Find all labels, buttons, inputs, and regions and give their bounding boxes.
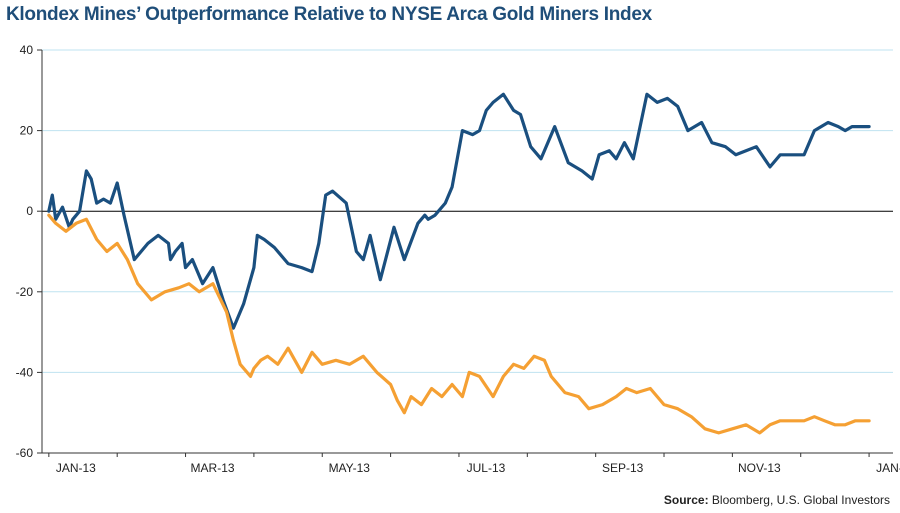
y-tick-label: -60: [16, 446, 34, 460]
x-tick-label: MAR-13: [191, 461, 235, 475]
x-tick-label: NOV-13: [738, 461, 781, 475]
source-label: Source:: [663, 493, 709, 507]
y-tick-label: 0: [26, 204, 33, 218]
y-tick-label: -40: [16, 365, 34, 379]
x-tick-label: SEP-13: [602, 461, 644, 475]
chart-title: Klondex Mines’ Outperformance Relative t…: [6, 4, 652, 25]
x-tick-label: JUL-13: [467, 461, 506, 475]
y-tick-label: -20: [16, 285, 34, 299]
series-lines: [47, 92, 871, 435]
x-tick-label: JAN-14: [876, 461, 900, 475]
source-note: Source: Bloomberg, U.S. Global Investors: [664, 493, 890, 507]
x-tick-label: MAY-13: [329, 461, 371, 475]
x-tick-label: JAN-13: [56, 461, 96, 475]
source-text: Bloomberg, U.S. Global Investors: [708, 493, 890, 507]
y-tick-label: 20: [20, 124, 34, 138]
y-tick-label: 40: [20, 43, 34, 57]
series-line-orange: [47, 213, 871, 435]
series-line-blue: [47, 92, 871, 330]
x-axis: JAN-13 MAR-13 MAY-13 JUL-13 SEP-13 NOV-13 JAN-…: [42, 452, 900, 475]
y-axis-ticks: 40 20 0 -20 -40 -60: [16, 43, 43, 460]
